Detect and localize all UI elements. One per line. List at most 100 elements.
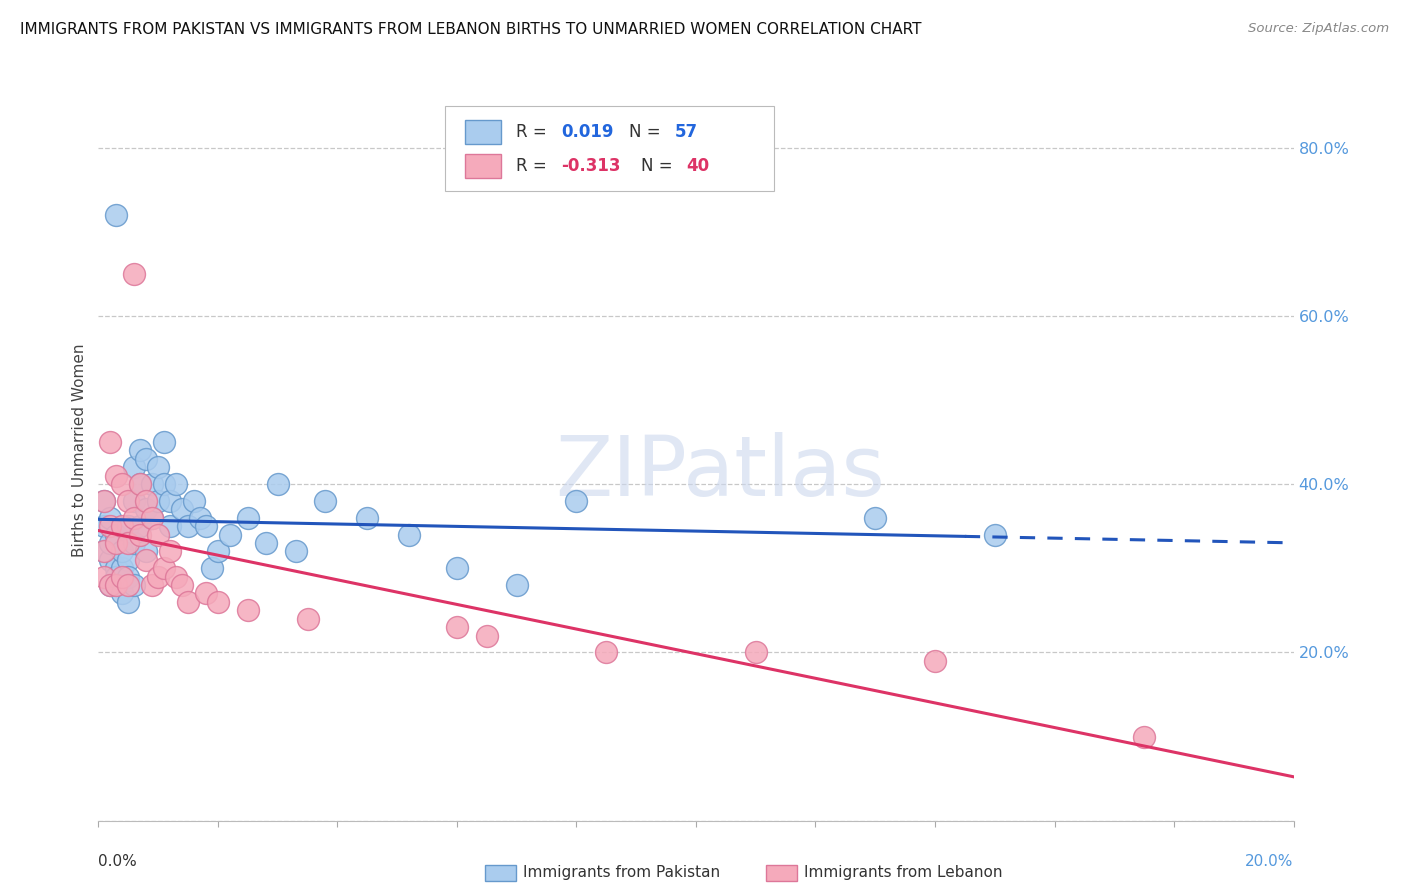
- Bar: [465, 120, 501, 144]
- Point: [124, 536, 146, 550]
- Point: [595, 645, 617, 659]
- Point: [565, 494, 588, 508]
- Point: [135, 502, 157, 516]
- Point: [165, 569, 187, 583]
- Point: [1133, 730, 1156, 744]
- Point: [297, 612, 319, 626]
- Text: R =: R =: [516, 123, 551, 141]
- Point: [195, 519, 218, 533]
- Point: [124, 494, 146, 508]
- Point: [105, 527, 128, 541]
- Bar: [465, 153, 501, 178]
- Text: N =: N =: [628, 123, 666, 141]
- Point: [117, 569, 139, 583]
- Text: Source: ZipAtlas.com: Source: ZipAtlas.com: [1249, 22, 1389, 36]
- Point: [165, 477, 187, 491]
- Point: [148, 460, 170, 475]
- Point: [105, 536, 128, 550]
- Text: Immigrants from Pakistan: Immigrants from Pakistan: [523, 865, 720, 880]
- Point: [159, 494, 181, 508]
- Text: 0.019: 0.019: [561, 123, 613, 141]
- Point: [98, 510, 122, 524]
- Text: Immigrants from Lebanon: Immigrants from Lebanon: [804, 865, 1002, 880]
- Point: [148, 527, 170, 541]
- Point: [111, 586, 134, 600]
- Point: [141, 578, 163, 592]
- Point: [98, 578, 122, 592]
- Point: [129, 443, 152, 458]
- Text: N =: N =: [641, 157, 678, 175]
- Point: [177, 519, 200, 533]
- Point: [135, 451, 157, 466]
- Point: [111, 519, 134, 533]
- Point: [148, 569, 170, 583]
- Point: [111, 544, 134, 558]
- Point: [93, 544, 115, 558]
- Text: 57: 57: [675, 123, 697, 141]
- Point: [267, 477, 290, 491]
- Point: [93, 569, 115, 583]
- Point: [207, 595, 229, 609]
- Point: [446, 620, 468, 634]
- Point: [105, 208, 128, 222]
- Point: [159, 519, 181, 533]
- Point: [129, 477, 152, 491]
- Point: [98, 519, 122, 533]
- Point: [153, 561, 176, 575]
- Point: [105, 561, 128, 575]
- Point: [124, 578, 146, 592]
- Point: [124, 510, 146, 524]
- Point: [111, 561, 134, 575]
- Point: [117, 494, 139, 508]
- Point: [177, 595, 200, 609]
- Point: [111, 477, 134, 491]
- Point: [446, 561, 468, 575]
- Point: [117, 595, 139, 609]
- Point: [93, 519, 115, 533]
- Point: [159, 544, 181, 558]
- Point: [236, 510, 259, 524]
- Point: [135, 494, 157, 508]
- Point: [183, 494, 205, 508]
- FancyBboxPatch shape: [446, 106, 773, 191]
- Point: [745, 645, 768, 659]
- Point: [98, 435, 122, 450]
- Point: [924, 654, 946, 668]
- Point: [284, 544, 307, 558]
- Point: [506, 578, 529, 592]
- Point: [865, 510, 887, 524]
- Point: [236, 603, 259, 617]
- Point: [172, 502, 194, 516]
- Point: [148, 494, 170, 508]
- Text: 0.0%: 0.0%: [98, 854, 138, 869]
- Point: [188, 510, 211, 524]
- Point: [105, 569, 128, 583]
- Point: [117, 553, 139, 567]
- Point: [124, 267, 146, 281]
- Point: [141, 510, 163, 524]
- Text: 40: 40: [686, 157, 710, 175]
- Point: [93, 544, 115, 558]
- Point: [135, 544, 157, 558]
- Point: [172, 578, 194, 592]
- Text: R =: R =: [516, 157, 551, 175]
- Point: [153, 477, 176, 491]
- Point: [984, 527, 1007, 541]
- Point: [117, 578, 139, 592]
- Point: [207, 544, 229, 558]
- Point: [105, 468, 128, 483]
- Point: [219, 527, 242, 541]
- Point: [117, 536, 139, 550]
- Point: [153, 435, 176, 450]
- Point: [195, 586, 218, 600]
- Point: [129, 527, 152, 541]
- Point: [117, 519, 139, 533]
- Point: [254, 536, 277, 550]
- Point: [105, 578, 128, 592]
- Point: [135, 553, 157, 567]
- Text: 20.0%: 20.0%: [1246, 854, 1294, 869]
- Point: [98, 536, 122, 550]
- Y-axis label: Births to Unmarried Women: Births to Unmarried Women: [72, 343, 87, 558]
- Point: [201, 561, 224, 575]
- Point: [475, 628, 498, 642]
